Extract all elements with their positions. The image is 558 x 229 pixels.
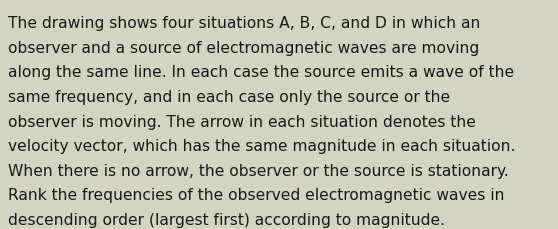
Text: observer and a source of electromagnetic waves are moving: observer and a source of electromagnetic… bbox=[8, 41, 480, 55]
Text: same frequency, and in each case only the source or the: same frequency, and in each case only th… bbox=[8, 90, 450, 104]
Text: observer is moving. The arrow in each situation denotes the: observer is moving. The arrow in each si… bbox=[8, 114, 476, 129]
Text: along the same line. In each case the source emits a wave of the: along the same line. In each case the so… bbox=[8, 65, 514, 80]
Text: When there is no arrow, the observer or the source is stationary.: When there is no arrow, the observer or … bbox=[8, 163, 509, 178]
Text: velocity vector, which has the same magnitude in each situation.: velocity vector, which has the same magn… bbox=[8, 139, 516, 153]
Text: The drawing shows four situations A, B, C, and D in which an: The drawing shows four situations A, B, … bbox=[8, 16, 481, 31]
Text: Rank the frequencies of the observed electromagnetic waves in: Rank the frequencies of the observed ele… bbox=[8, 188, 505, 202]
Text: descending order (largest first) according to magnitude.: descending order (largest first) accordi… bbox=[8, 212, 445, 227]
